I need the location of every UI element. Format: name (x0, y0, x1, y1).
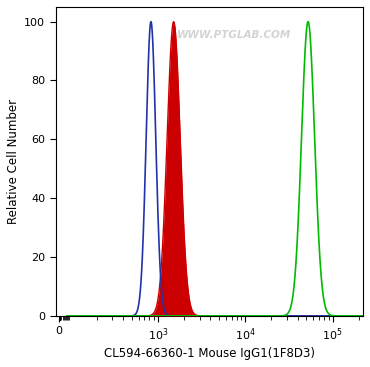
X-axis label: CL594-66360-1 Mouse IgG1(1F8D3): CL594-66360-1 Mouse IgG1(1F8D3) (104, 347, 315, 360)
Y-axis label: Relative Cell Number: Relative Cell Number (7, 99, 20, 224)
Text: WWW.PTGLAB.COM: WWW.PTGLAB.COM (177, 30, 291, 40)
